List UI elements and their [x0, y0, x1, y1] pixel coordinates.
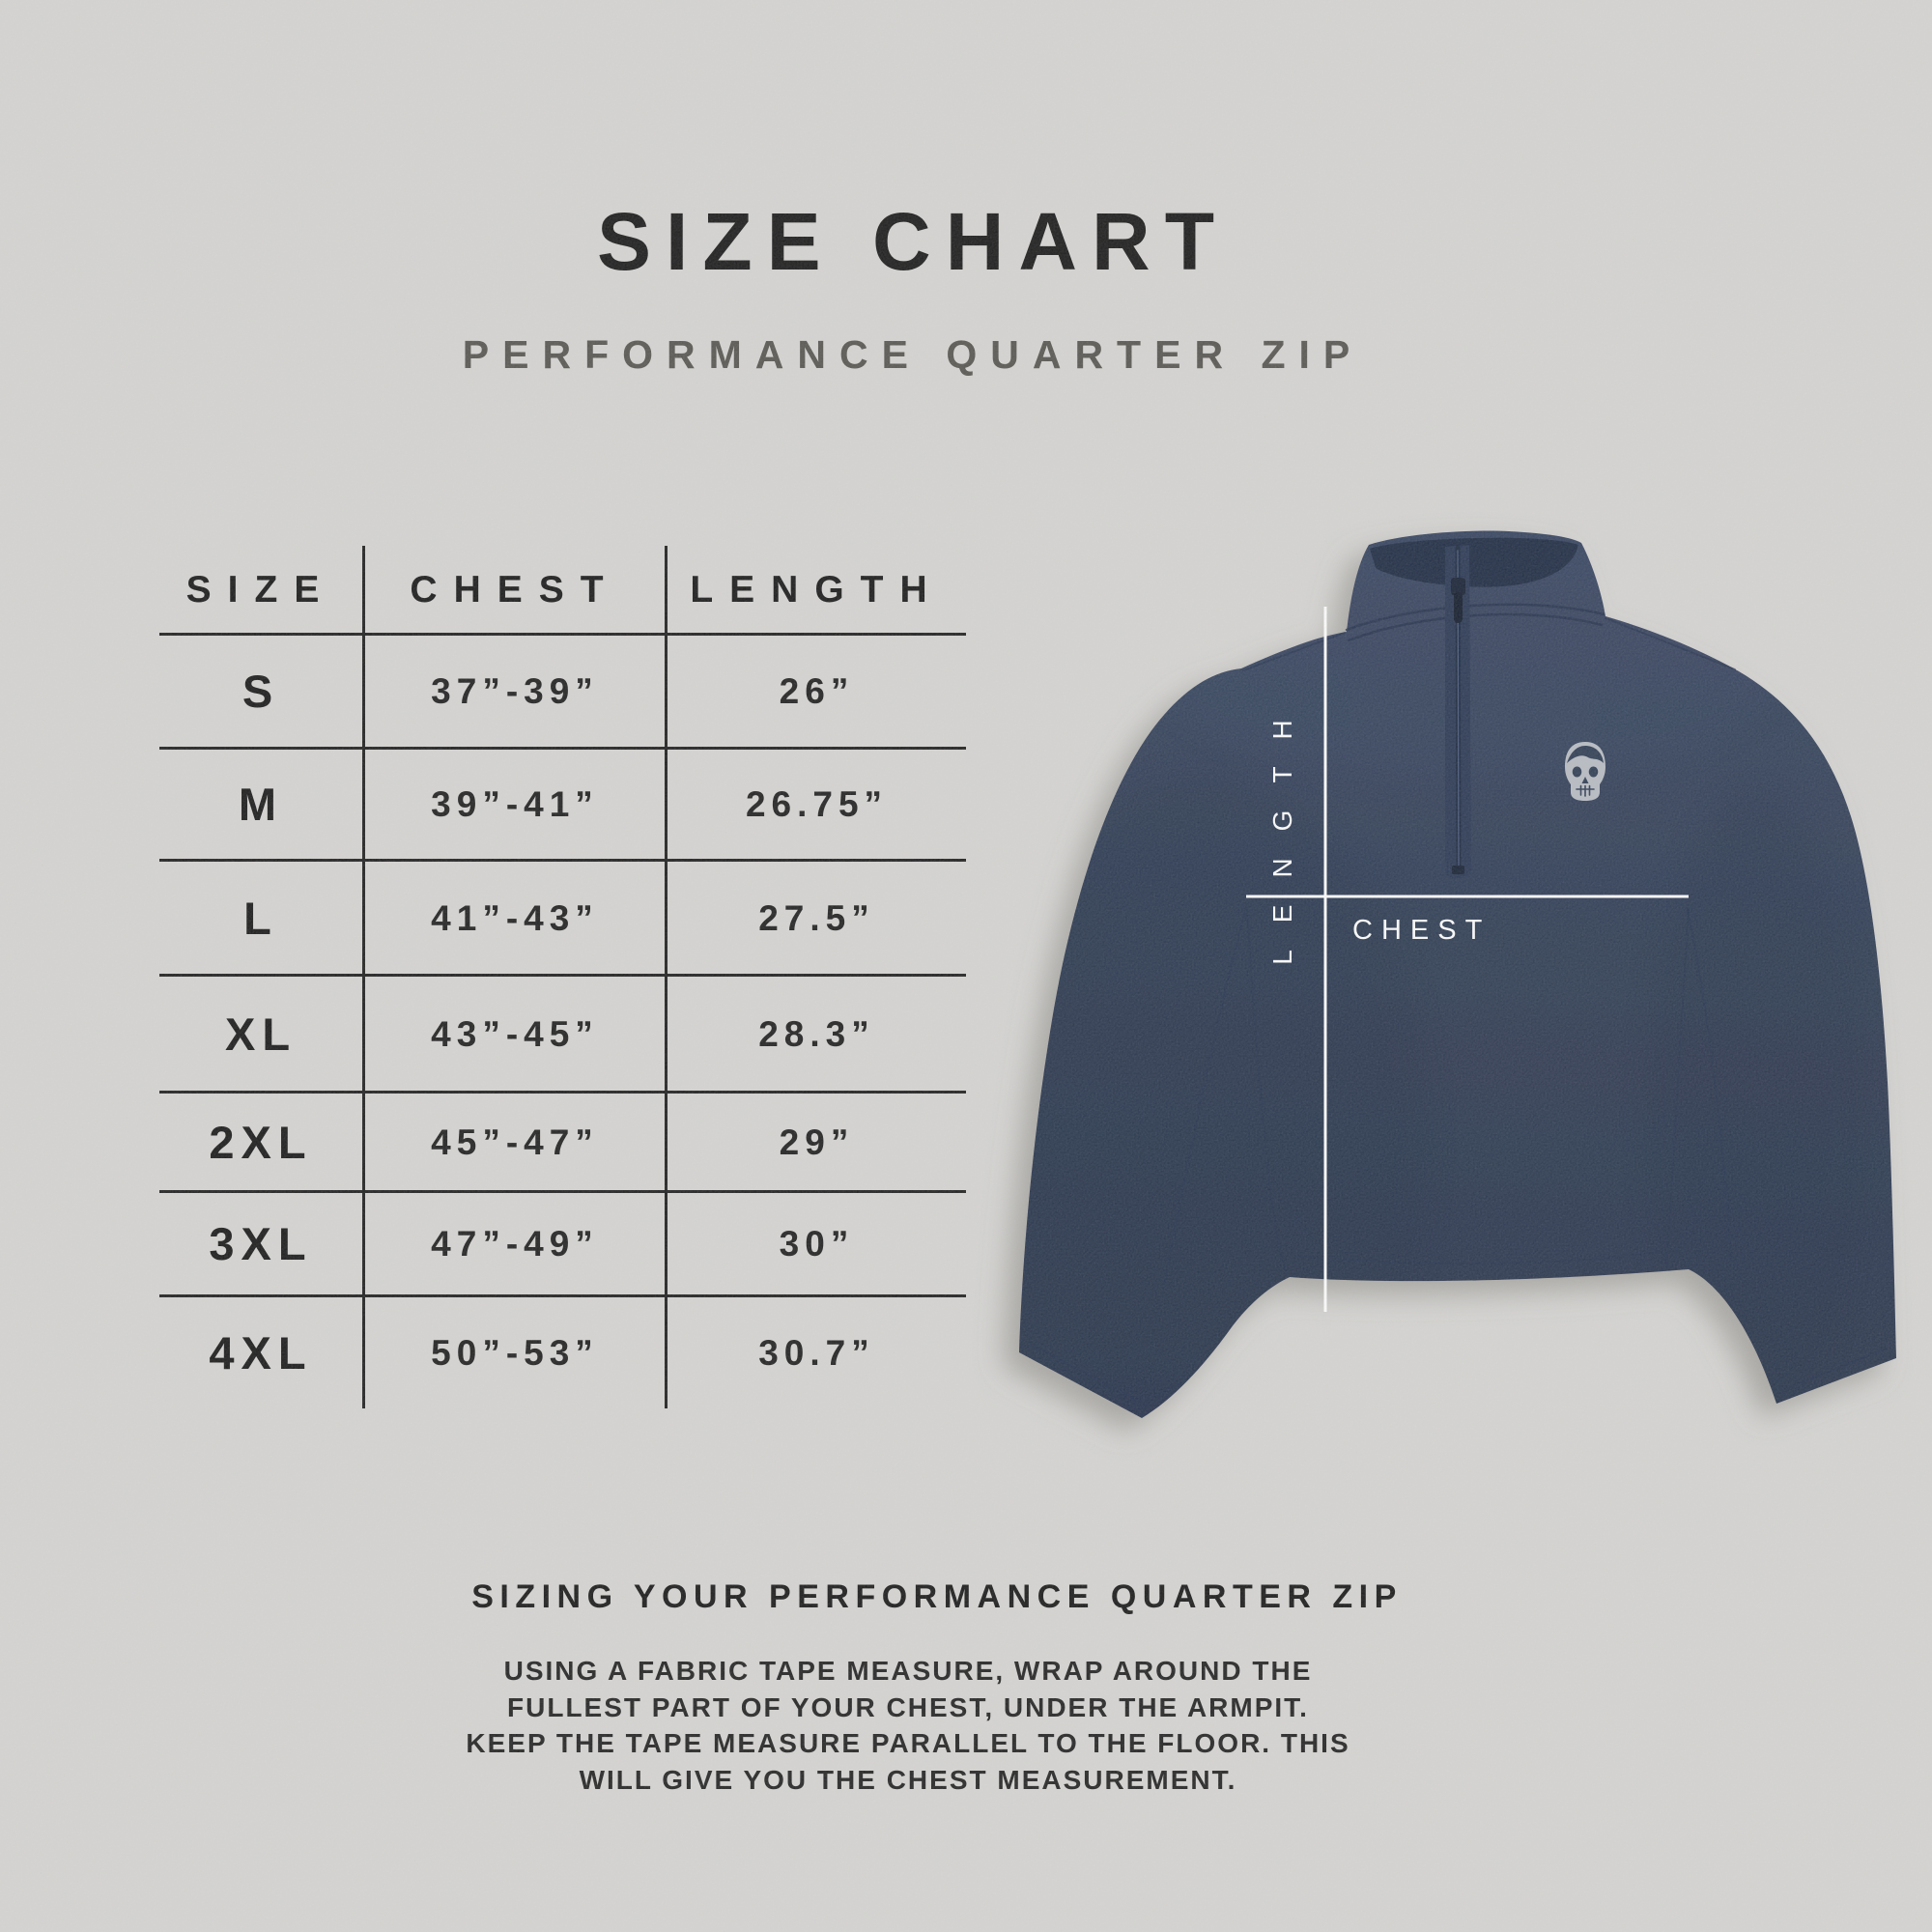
quarter-zip-image: LENGTH CHEST	[1019, 530, 1896, 1418]
page-subtitle: PERFORMANCE QUARTER ZIP	[462, 332, 1364, 377]
length-label: LENGTH	[1267, 693, 1297, 965]
table-row-chest: 43”-45”	[362, 977, 665, 1094]
col-header-size: SIZE	[159, 546, 362, 636]
table-row-chest: 39”-41”	[362, 750, 665, 862]
col-header-chest: CHEST	[362, 546, 665, 636]
skull-icon	[1565, 742, 1605, 801]
sizing-guide-body: USING A FABRIC TAPE MEASURE, WRAP AROUND…	[0, 1653, 1816, 1798]
table-row-chest: 50”-53”	[362, 1297, 665, 1408]
table-row-size: M	[159, 750, 362, 862]
table-row-chest: 41”-43”	[362, 862, 665, 977]
fabric-shading	[1019, 551, 1860, 1418]
table-row-size: S	[159, 636, 362, 750]
garment-diagram: LENGTH CHEST	[676, 386, 1932, 1546]
table-row-size: L	[159, 862, 362, 977]
table-row-size: 2XL	[159, 1094, 362, 1193]
guide-line: WILL GIVE YOU THE CHEST MEASUREMENT.	[579, 1764, 1237, 1795]
table-row-chest: 37”-39”	[362, 636, 665, 750]
guide-line: FULLEST PART OF YOUR CHEST, UNDER THE AR…	[507, 1691, 1309, 1722]
table-row-size: XL	[159, 977, 362, 1094]
zipper-stop	[1452, 866, 1464, 874]
guide-line: KEEP THE TAPE MEASURE PARALLEL TO THE FL…	[466, 1728, 1350, 1758]
table-row-size: 3XL	[159, 1193, 362, 1297]
sizing-guide-heading: SIZING YOUR PERFORMANCE QUARTER ZIP	[471, 1578, 1403, 1615]
table-row-chest: 47”-49”	[362, 1193, 665, 1297]
zipper	[1445, 545, 1471, 879]
zipper-pull	[1454, 592, 1463, 623]
table-row-chest: 45”-47”	[362, 1094, 665, 1193]
guide-line: USING A FABRIC TAPE MEASURE, WRAP AROUND…	[503, 1656, 1313, 1686]
table-row-size: 4XL	[209, 1327, 313, 1378]
page-title: SIZE CHART	[597, 196, 1229, 287]
chest-label: CHEST	[1352, 915, 1491, 946]
